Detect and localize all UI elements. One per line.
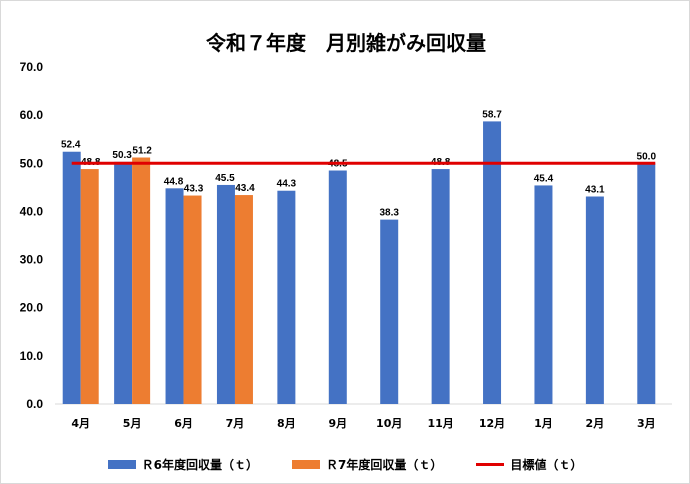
- legend-label-r6: Ｒ6年度回収量（ｔ）: [141, 458, 258, 472]
- y-tick-label-7: 70.0: [20, 60, 44, 74]
- legend-item-target: 目標値（ｔ）: [476, 456, 582, 473]
- data-label-r6-0: 52.4: [61, 140, 81, 151]
- y-tick-label-2: 20.0: [20, 301, 44, 315]
- bar-r6-0: [62, 151, 81, 404]
- data-label-r6-11: 50.0: [637, 151, 657, 162]
- data-label-r6-6: 38.3: [379, 208, 399, 219]
- legend-label-target: 目標値（ｔ）: [510, 458, 583, 472]
- data-label-r6-10: 43.1: [585, 185, 605, 196]
- x-tick-label-11: 3月: [637, 417, 656, 430]
- bar-r6-9: [534, 185, 553, 404]
- y-tick-label-5: 50.0: [20, 156, 44, 170]
- y-tick-label-1: 10.0: [20, 349, 44, 363]
- bar-r6-1: [114, 161, 133, 404]
- bar-r6-3: [216, 184, 235, 404]
- y-tick-label-3: 30.0: [20, 253, 44, 267]
- x-tick-label-7: 11月: [427, 417, 453, 430]
- x-tick-label-1: 5月: [123, 417, 142, 430]
- x-tick-label-6: 10月: [376, 417, 402, 430]
- bar-r6-11: [637, 163, 656, 404]
- x-tick-label-10: 2月: [586, 417, 605, 430]
- bar-r6-10: [585, 196, 604, 404]
- x-tick-label-8: 12月: [479, 417, 505, 430]
- y-tick-label-0: 0.0: [26, 397, 43, 411]
- data-label-r6-9: 45.4: [534, 173, 554, 184]
- legend-swatch-r7: [291, 460, 320, 469]
- legend-label-r7: Ｒ7年度回収量（ｔ）: [325, 458, 443, 472]
- bar-r6-4: [277, 190, 296, 404]
- data-label-r7-3: 43.4: [235, 183, 255, 194]
- bar-r7-2: [183, 195, 202, 404]
- legend-item-r7: Ｒ7年度回収量（ｔ）: [291, 456, 443, 473]
- data-label-r7-1: 51.2: [132, 146, 152, 157]
- data-label-r6-4: 44.3: [277, 179, 297, 190]
- x-tick-label-2: 6月: [174, 417, 193, 430]
- chart-legend: Ｒ6年度回収量（ｔ） Ｒ7年度回収量（ｔ） 目標値（ｔ）: [0, 456, 690, 473]
- y-tick-label-4: 40.0: [20, 204, 44, 218]
- data-label-r6-1: 50.3: [112, 150, 132, 161]
- x-tick-label-0: 4月: [71, 417, 90, 430]
- bar-r7-3: [234, 195, 253, 404]
- bar-r7-0: [80, 169, 99, 404]
- legend-item-r6: Ｒ6年度回収量（ｔ）: [107, 456, 258, 473]
- bar-r6-7: [431, 169, 450, 404]
- data-label-r6-8: 58.7: [482, 109, 502, 120]
- bar-r6-8: [483, 121, 502, 404]
- chart-title: 令和７年度 月別雑がみ回収量: [206, 31, 486, 55]
- x-tick-label-3: 7月: [226, 417, 245, 430]
- y-tick-label-6: 60.0: [20, 108, 44, 122]
- data-label-r6-3: 45.5: [215, 173, 235, 184]
- bar-r6-6: [380, 219, 399, 404]
- data-label-r6-2: 44.8: [164, 176, 184, 187]
- data-label-r7-2: 43.3: [184, 184, 204, 195]
- bar-r7-1: [132, 157, 151, 404]
- x-tick-label-9: 1月: [534, 417, 553, 430]
- x-tick-label-4: 8月: [277, 417, 296, 430]
- legend-swatch-r6: [107, 460, 136, 469]
- x-tick-label-5: 9月: [328, 417, 347, 430]
- legend-swatch-target: [476, 463, 505, 466]
- bar-r6-5: [328, 170, 347, 404]
- bar-r6-2: [165, 188, 184, 404]
